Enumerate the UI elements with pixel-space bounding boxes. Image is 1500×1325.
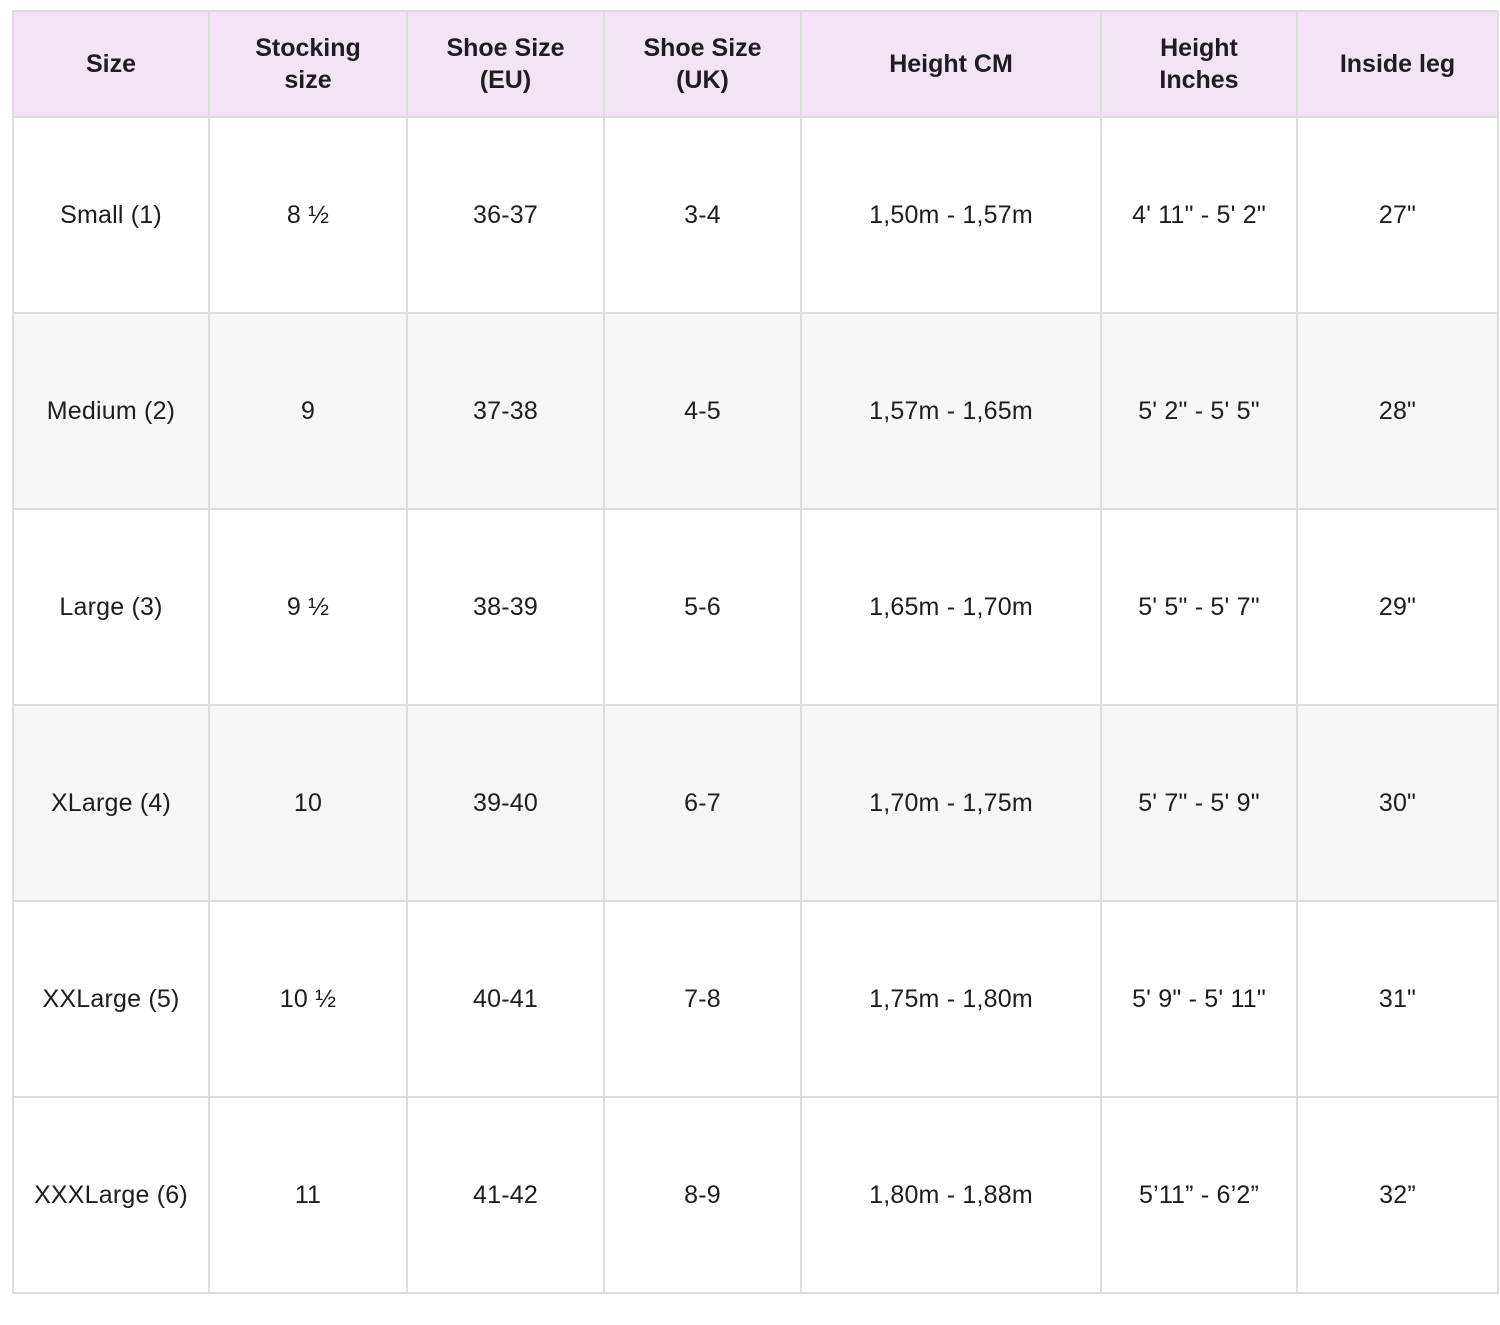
cell-shoe-size-uk: 7-8 bbox=[603, 900, 802, 1098]
column-header-inside-leg: Inside leg bbox=[1296, 10, 1499, 118]
cell-height-inches: 5' 5" - 5' 7" bbox=[1100, 508, 1298, 706]
cell-height-inches: 5' 9" - 5' 11" bbox=[1100, 900, 1298, 1098]
cell-stocking-size: 11 bbox=[208, 1096, 408, 1294]
cell-height-inches: 5’11” - 6’2” bbox=[1100, 1096, 1298, 1294]
size-chart-table: Size Stocking size Shoe Size (EU) Shoe S… bbox=[12, 10, 1499, 1294]
cell-height-cm: 1,50m - 1,57m bbox=[800, 116, 1102, 314]
column-header-label: Stocking size bbox=[255, 34, 361, 94]
cell-stocking-size: 8 ½ bbox=[208, 116, 408, 314]
column-header-height-inches: Height Inches bbox=[1100, 10, 1298, 118]
cell-inside-leg: 27" bbox=[1296, 116, 1499, 314]
cell-stocking-size: 10 bbox=[208, 704, 408, 902]
cell-shoe-size-eu: 40-41 bbox=[406, 900, 605, 1098]
column-header-label: Size bbox=[85, 50, 137, 78]
cell-height-inches: 4' 11" - 5' 2" bbox=[1100, 116, 1298, 314]
cell-shoe-size-eu: 38-39 bbox=[406, 508, 605, 706]
cell-shoe-size-eu: 39-40 bbox=[406, 704, 605, 902]
cell-inside-leg: 31" bbox=[1296, 900, 1499, 1098]
cell-height-cm: 1,80m - 1,88m bbox=[800, 1096, 1102, 1294]
table-row-medium-2: Medium (2) 9 37-38 4-5 1,57m - 1,65m 5' … bbox=[12, 312, 1499, 510]
column-header-label: Shoe Size (UK) bbox=[643, 34, 762, 94]
cell-size: XLarge (4) bbox=[12, 704, 210, 902]
table-row-small-1: Small (1) 8 ½ 36-37 3-4 1,50m - 1,57m 4'… bbox=[12, 116, 1499, 314]
header-row: Size Stocking size Shoe Size (EU) Shoe S… bbox=[12, 10, 1499, 118]
cell-stocking-size: 10 ½ bbox=[208, 900, 408, 1098]
column-header-shoe-size-eu: Shoe Size (EU) bbox=[406, 10, 605, 118]
cell-inside-leg: 32” bbox=[1296, 1096, 1499, 1294]
cell-height-inches: 5' 7" - 5' 9" bbox=[1100, 704, 1298, 902]
cell-stocking-size: 9 bbox=[208, 312, 408, 510]
cell-height-cm: 1,65m - 1,70m bbox=[800, 508, 1102, 706]
cell-inside-leg: 30" bbox=[1296, 704, 1499, 902]
cell-size: XXLarge (5) bbox=[12, 900, 210, 1098]
column-header-label: Height Inches bbox=[1159, 34, 1239, 94]
column-header-label: Shoe Size (EU) bbox=[446, 34, 565, 94]
column-header-shoe-size-uk: Shoe Size (UK) bbox=[603, 10, 802, 118]
column-header-size: Size bbox=[12, 10, 210, 118]
column-header-label: Inside leg bbox=[1339, 50, 1456, 78]
cell-shoe-size-uk: 4-5 bbox=[603, 312, 802, 510]
table-row-xxlarge-5: XXLarge (5) 10 ½ 40-41 7-8 1,75m - 1,80m… bbox=[12, 900, 1499, 1098]
table-row-xlarge-4: XLarge (4) 10 39-40 6-7 1,70m - 1,75m 5'… bbox=[12, 704, 1499, 902]
cell-size: Medium (2) bbox=[12, 312, 210, 510]
cell-height-cm: 1,57m - 1,65m bbox=[800, 312, 1102, 510]
cell-shoe-size-uk: 3-4 bbox=[603, 116, 802, 314]
cell-shoe-size-eu: 37-38 bbox=[406, 312, 605, 510]
column-header-stocking-size: Stocking size bbox=[208, 10, 408, 118]
cell-shoe-size-eu: 41-42 bbox=[406, 1096, 605, 1294]
cell-shoe-size-eu: 36-37 bbox=[406, 116, 605, 314]
cell-shoe-size-uk: 8-9 bbox=[603, 1096, 802, 1294]
table-row-xxxlarge-6: XXXLarge (6) 11 41-42 8-9 1,80m - 1,88m … bbox=[12, 1096, 1499, 1294]
cell-height-cm: 1,70m - 1,75m bbox=[800, 704, 1102, 902]
cell-size: Large (3) bbox=[12, 508, 210, 706]
cell-shoe-size-uk: 5-6 bbox=[603, 508, 802, 706]
cell-inside-leg: 29" bbox=[1296, 508, 1499, 706]
cell-size: Small (1) bbox=[12, 116, 210, 314]
cell-size: XXXLarge (6) bbox=[12, 1096, 210, 1294]
column-header-height-cm: Height CM bbox=[800, 10, 1102, 118]
cell-shoe-size-uk: 6-7 bbox=[603, 704, 802, 902]
cell-stocking-size: 9 ½ bbox=[208, 508, 408, 706]
cell-height-inches: 5' 2" - 5' 5" bbox=[1100, 312, 1298, 510]
cell-height-cm: 1,75m - 1,80m bbox=[800, 900, 1102, 1098]
column-header-label: Height CM bbox=[889, 50, 1013, 78]
cell-inside-leg: 28" bbox=[1296, 312, 1499, 510]
table-row-large-3: Large (3) 9 ½ 38-39 5-6 1,65m - 1,70m 5'… bbox=[12, 508, 1499, 706]
